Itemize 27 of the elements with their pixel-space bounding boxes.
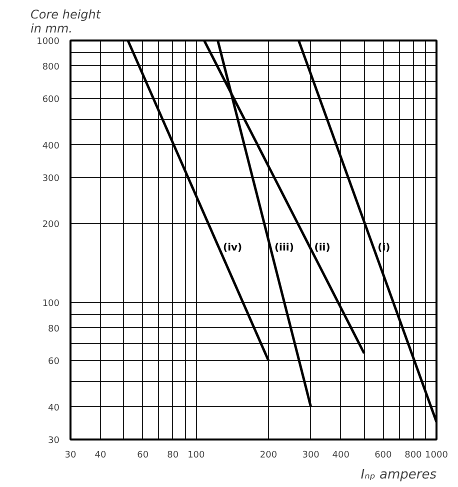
y-tick-label: 40 xyxy=(48,403,60,414)
y-tick-label: 300 xyxy=(42,174,60,184)
y-tick-label: 1000 xyxy=(36,37,60,47)
y-tick-label: 30 xyxy=(48,436,60,446)
y-axis-title: Core height in mm. xyxy=(30,8,102,36)
x-tick-label: 40 xyxy=(94,450,107,460)
y-tick-label: 800 xyxy=(42,62,60,72)
y-tick-label: 200 xyxy=(42,220,60,230)
x-tick-label: 1000 xyxy=(425,450,448,460)
x-tick-label: 300 xyxy=(302,450,320,460)
y-tick-label: 100 xyxy=(42,299,60,310)
y-tick-label: 80 xyxy=(48,324,60,334)
x-tick-label: 80 xyxy=(167,450,179,460)
x-tick-label: 200 xyxy=(260,450,278,460)
x-axis-title: Iₙₚ amperes xyxy=(360,468,437,482)
x-tick-label: 100 xyxy=(188,450,206,460)
y-tick-label: 400 xyxy=(42,141,60,152)
series-label: (iii) xyxy=(274,242,294,254)
y-tick-label: 60 xyxy=(48,357,60,368)
series-label: (ii) xyxy=(314,242,330,254)
y-tick-label: 600 xyxy=(42,95,60,106)
x-tick-label: 30 xyxy=(64,450,76,460)
series-label: (iv) xyxy=(223,242,242,254)
x-tick-label: 60 xyxy=(137,450,149,460)
x-tick-label: 400 xyxy=(332,450,350,460)
x-tick-label: 600 xyxy=(374,450,392,460)
x-tick-label: 800 xyxy=(404,450,422,460)
